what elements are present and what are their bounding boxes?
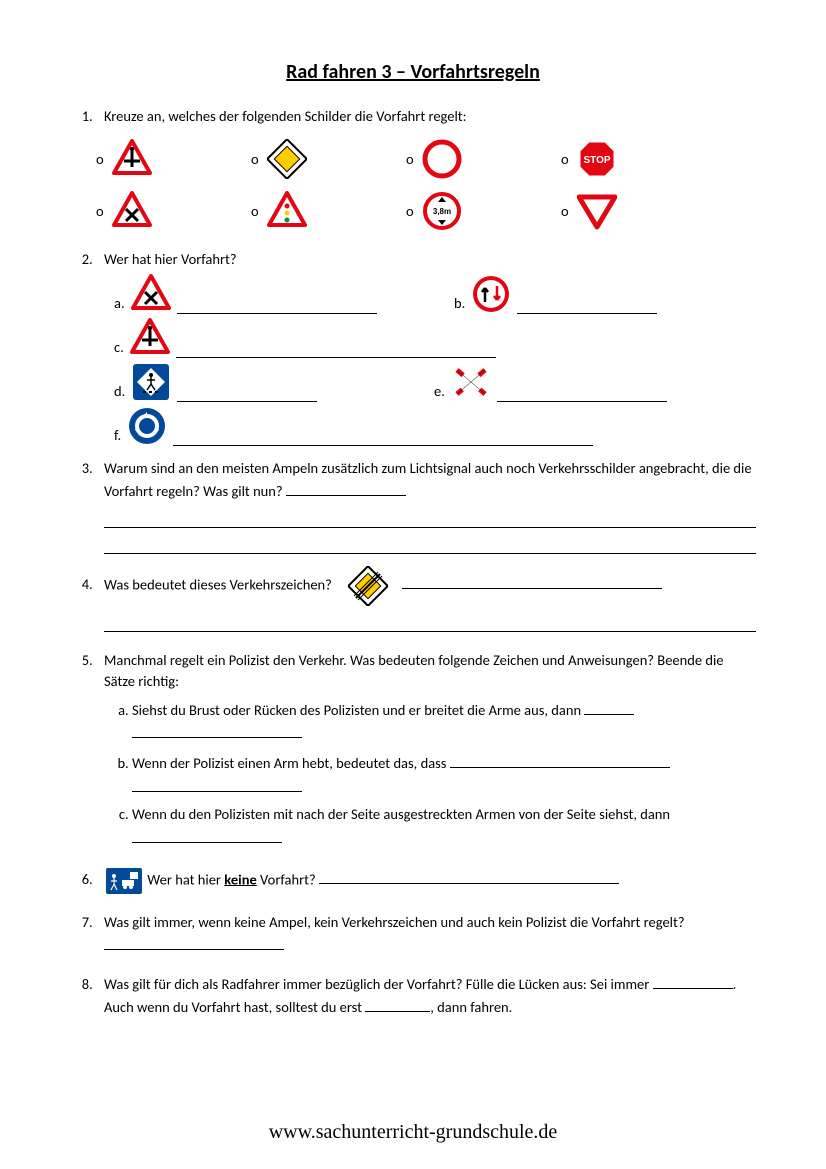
blank-line[interactable]	[319, 867, 619, 884]
kreisverkehr-icon	[127, 406, 167, 446]
checkbox-marker[interactable]: o	[96, 149, 104, 170]
q1-sign-grid: o o o o o o o o	[96, 133, 756, 237]
vorfahrt-next-icon	[112, 139, 152, 179]
q2c-label: c.	[114, 337, 124, 358]
blank-line[interactable]	[104, 534, 756, 554]
checkbox-marker[interactable]: o	[406, 201, 414, 222]
q2-text: Wer hat hier Vorfahrt?	[104, 250, 237, 268]
verkehrsberuhigt-icon	[104, 866, 144, 896]
q5-intro: Manchmal regelt ein Polizist den Verkehr…	[104, 651, 724, 690]
vorfahrt-next-icon	[130, 318, 170, 358]
sign-option: o	[406, 185, 561, 237]
checkbox-marker[interactable]: o	[406, 149, 414, 170]
blank-line[interactable]	[177, 385, 317, 402]
footer-url: www.sachunterricht-grundschule.de	[0, 1121, 826, 1144]
vorfahrt-gewaehren-icon	[577, 191, 617, 231]
sign-option: o	[406, 133, 561, 185]
question-2: Wer hat hier Vorfahrt? a. b. c. d. e. f.	[96, 249, 756, 446]
q5-sublist: Siehst du Brust oder Rücken des Polizist…	[104, 698, 756, 850]
q4-text: Was bedeutet dieses Verkehrszeichen?	[104, 575, 332, 593]
sign-option: o	[96, 185, 251, 237]
sign-option: o	[251, 133, 406, 185]
question-4: Was bedeutet dieses Verkehrszeichen?	[96, 566, 756, 632]
question-6: Wer hat hier keine Vorfahrt?	[96, 866, 756, 896]
blank-line[interactable]	[104, 612, 756, 632]
page-title: Rad fahren 3 – Vorfahrtsregeln	[70, 60, 756, 84]
q8-text1: Was gilt für dich als Radfahrer immer be…	[104, 975, 653, 993]
q2e-label: e.	[434, 381, 445, 402]
fussgaenger-icon	[131, 362, 171, 402]
vorfahrtstrasse-icon	[267, 139, 307, 179]
kreuzung-icon	[112, 191, 152, 231]
sign-option: o	[251, 185, 406, 237]
q5b-text: Wenn der Polizist einen Arm hebt, bedeut…	[132, 754, 450, 772]
blank-line[interactable]	[497, 385, 667, 402]
q6-post: Vorfahrt?	[257, 870, 319, 888]
question-8: Was gilt für dich als Radfahrer immer be…	[96, 972, 756, 1018]
kreuzung-icon	[131, 274, 171, 314]
ampel-icon	[267, 191, 307, 231]
q6-pre: Wer hat hier	[147, 870, 224, 888]
checkbox-marker[interactable]: o	[251, 201, 259, 222]
blank-line[interactable]	[177, 297, 377, 314]
blank-line[interactable]	[132, 721, 302, 738]
q3-text: Warum sind an den meisten Ampeln zusätzl…	[104, 459, 752, 500]
q6-keine: keine	[224, 870, 257, 888]
q1-text: Kreuze an, welches der folgenden Schilde…	[104, 107, 467, 125]
q7-text: Was gilt immer, wenn keine Ampel, kein V…	[104, 913, 685, 931]
blank-line[interactable]	[173, 429, 593, 446]
blank-line[interactable]	[365, 995, 430, 1012]
blank-line[interactable]	[176, 341, 496, 358]
question-list: Kreuze an, welches der folgenden Schilde…	[70, 106, 756, 1018]
question-1: Kreuze an, welches der folgenden Schilde…	[96, 106, 756, 237]
sign-option: o	[561, 185, 716, 237]
blank-line[interactable]	[104, 508, 756, 528]
blank-line[interactable]	[402, 572, 662, 589]
q5a-text: Siehst du Brust oder Rücken des Polizist…	[132, 701, 584, 719]
blank-line[interactable]	[584, 698, 634, 715]
blank-line[interactable]	[132, 826, 282, 843]
stop-icon	[577, 139, 617, 179]
vorfahrtstrasse-end-icon	[348, 566, 388, 606]
q8-text3: , dann fahren.	[430, 998, 512, 1016]
checkbox-marker[interactable]: o	[251, 149, 259, 170]
checkbox-marker[interactable]: o	[96, 201, 104, 222]
blank-line[interactable]	[450, 751, 670, 768]
andreaskreuz-icon	[451, 362, 491, 402]
question-5: Manchmal regelt ein Polizist den Verkehr…	[96, 650, 756, 850]
question-7: Was gilt immer, wenn keine Ampel, kein V…	[96, 912, 756, 956]
checkbox-marker[interactable]: o	[561, 201, 569, 222]
blank-line[interactable]	[132, 775, 302, 792]
q2b-label: b.	[454, 293, 465, 314]
question-3: Warum sind an den meisten Ampeln zusätzl…	[96, 458, 756, 554]
blank-line[interactable]	[104, 933, 284, 950]
q2a-label: a.	[114, 293, 125, 314]
q5a: Siehst du Brust oder Rücken des Polizist…	[132, 698, 756, 745]
blank-line[interactable]	[653, 972, 733, 989]
q2d-label: d.	[114, 381, 125, 402]
q5c-text: Wenn du den Polizisten mit nach der Seit…	[132, 805, 670, 823]
q2f-label: f.	[114, 425, 121, 446]
sign-option: o	[561, 133, 716, 185]
q5b: Wenn der Polizist einen Arm hebt, bedeut…	[132, 751, 756, 798]
q5c: Wenn du den Polizisten mit nach der Seit…	[132, 804, 756, 849]
hoehe-icon	[422, 191, 462, 231]
sign-option: o	[96, 133, 251, 185]
blank-line[interactable]	[286, 479, 406, 496]
durchfahrt-verboten-icon	[422, 139, 462, 179]
blank-line[interactable]	[517, 297, 657, 314]
gegenverkehr-vorrang-icon	[471, 274, 511, 314]
checkbox-marker[interactable]: o	[561, 149, 569, 170]
